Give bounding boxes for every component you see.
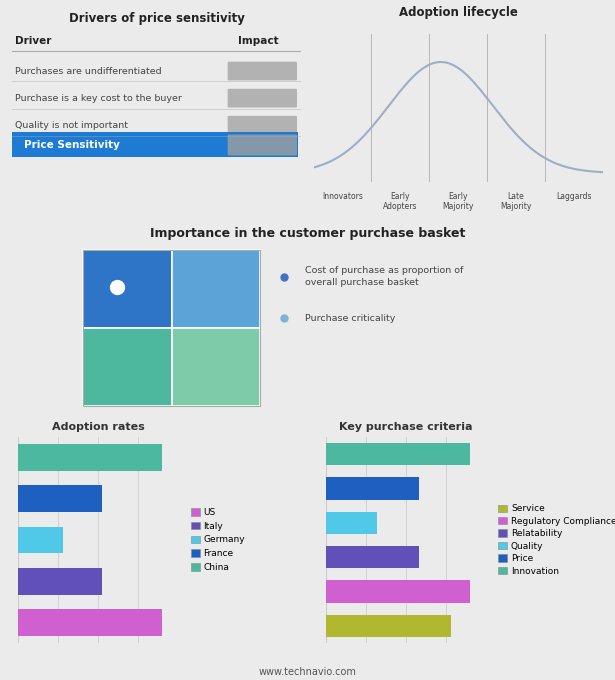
Bar bbox=[18, 568, 101, 595]
Text: Early
Adopters: Early Adopters bbox=[383, 192, 418, 211]
Text: Laggards: Laggards bbox=[556, 192, 592, 201]
Bar bbox=[83, 328, 172, 406]
Bar bbox=[83, 250, 260, 406]
Text: Purchases are undifferentiated: Purchases are undifferentiated bbox=[15, 67, 162, 75]
Bar bbox=[18, 609, 162, 636]
Bar bbox=[326, 511, 377, 534]
FancyBboxPatch shape bbox=[228, 116, 297, 135]
Title: Adoption rates: Adoption rates bbox=[52, 422, 145, 432]
Text: Adoption lifecycle: Adoption lifecycle bbox=[399, 7, 518, 20]
Bar bbox=[326, 581, 470, 602]
Text: Innovators: Innovators bbox=[322, 192, 363, 201]
Text: Price Sensitivity: Price Sensitivity bbox=[24, 140, 120, 150]
Bar bbox=[326, 443, 470, 465]
Text: Late
Majority: Late Majority bbox=[500, 192, 532, 211]
Text: www.technavio.com: www.technavio.com bbox=[258, 666, 357, 677]
Legend: US, Italy, Germany, France, China: US, Italy, Germany, France, China bbox=[191, 508, 245, 572]
Title: Key purchase criteria: Key purchase criteria bbox=[339, 422, 473, 432]
Bar bbox=[326, 546, 419, 568]
FancyBboxPatch shape bbox=[12, 133, 298, 158]
FancyBboxPatch shape bbox=[228, 135, 297, 156]
Legend: Service, Regulatory Compliance, Relatability, Quality, Price, Innovation: Service, Regulatory Compliance, Relatabi… bbox=[498, 505, 615, 575]
FancyBboxPatch shape bbox=[228, 62, 297, 80]
Text: Early
Majority: Early Majority bbox=[442, 192, 474, 211]
Bar bbox=[83, 250, 172, 328]
Bar bbox=[172, 328, 260, 406]
Text: Impact: Impact bbox=[238, 36, 279, 46]
Text: Driver: Driver bbox=[15, 36, 52, 46]
FancyBboxPatch shape bbox=[228, 89, 297, 107]
Text: Quality is not important: Quality is not important bbox=[15, 120, 128, 130]
Bar bbox=[18, 444, 162, 471]
Text: Purchase criticality: Purchase criticality bbox=[304, 314, 395, 323]
Text: Importance in the customer purchase basket: Importance in the customer purchase bask… bbox=[150, 226, 465, 240]
Bar bbox=[326, 477, 419, 500]
Bar bbox=[326, 615, 451, 637]
Text: Purchase is a key cost to the buyer: Purchase is a key cost to the buyer bbox=[15, 94, 182, 103]
Text: Cost of purchase as proportion of
overall purchase basket: Cost of purchase as proportion of overal… bbox=[304, 267, 463, 287]
Bar bbox=[18, 486, 101, 512]
Bar bbox=[18, 526, 63, 554]
Text: Drivers of price sensitivity: Drivers of price sensitivity bbox=[69, 12, 245, 24]
Bar bbox=[172, 250, 260, 328]
